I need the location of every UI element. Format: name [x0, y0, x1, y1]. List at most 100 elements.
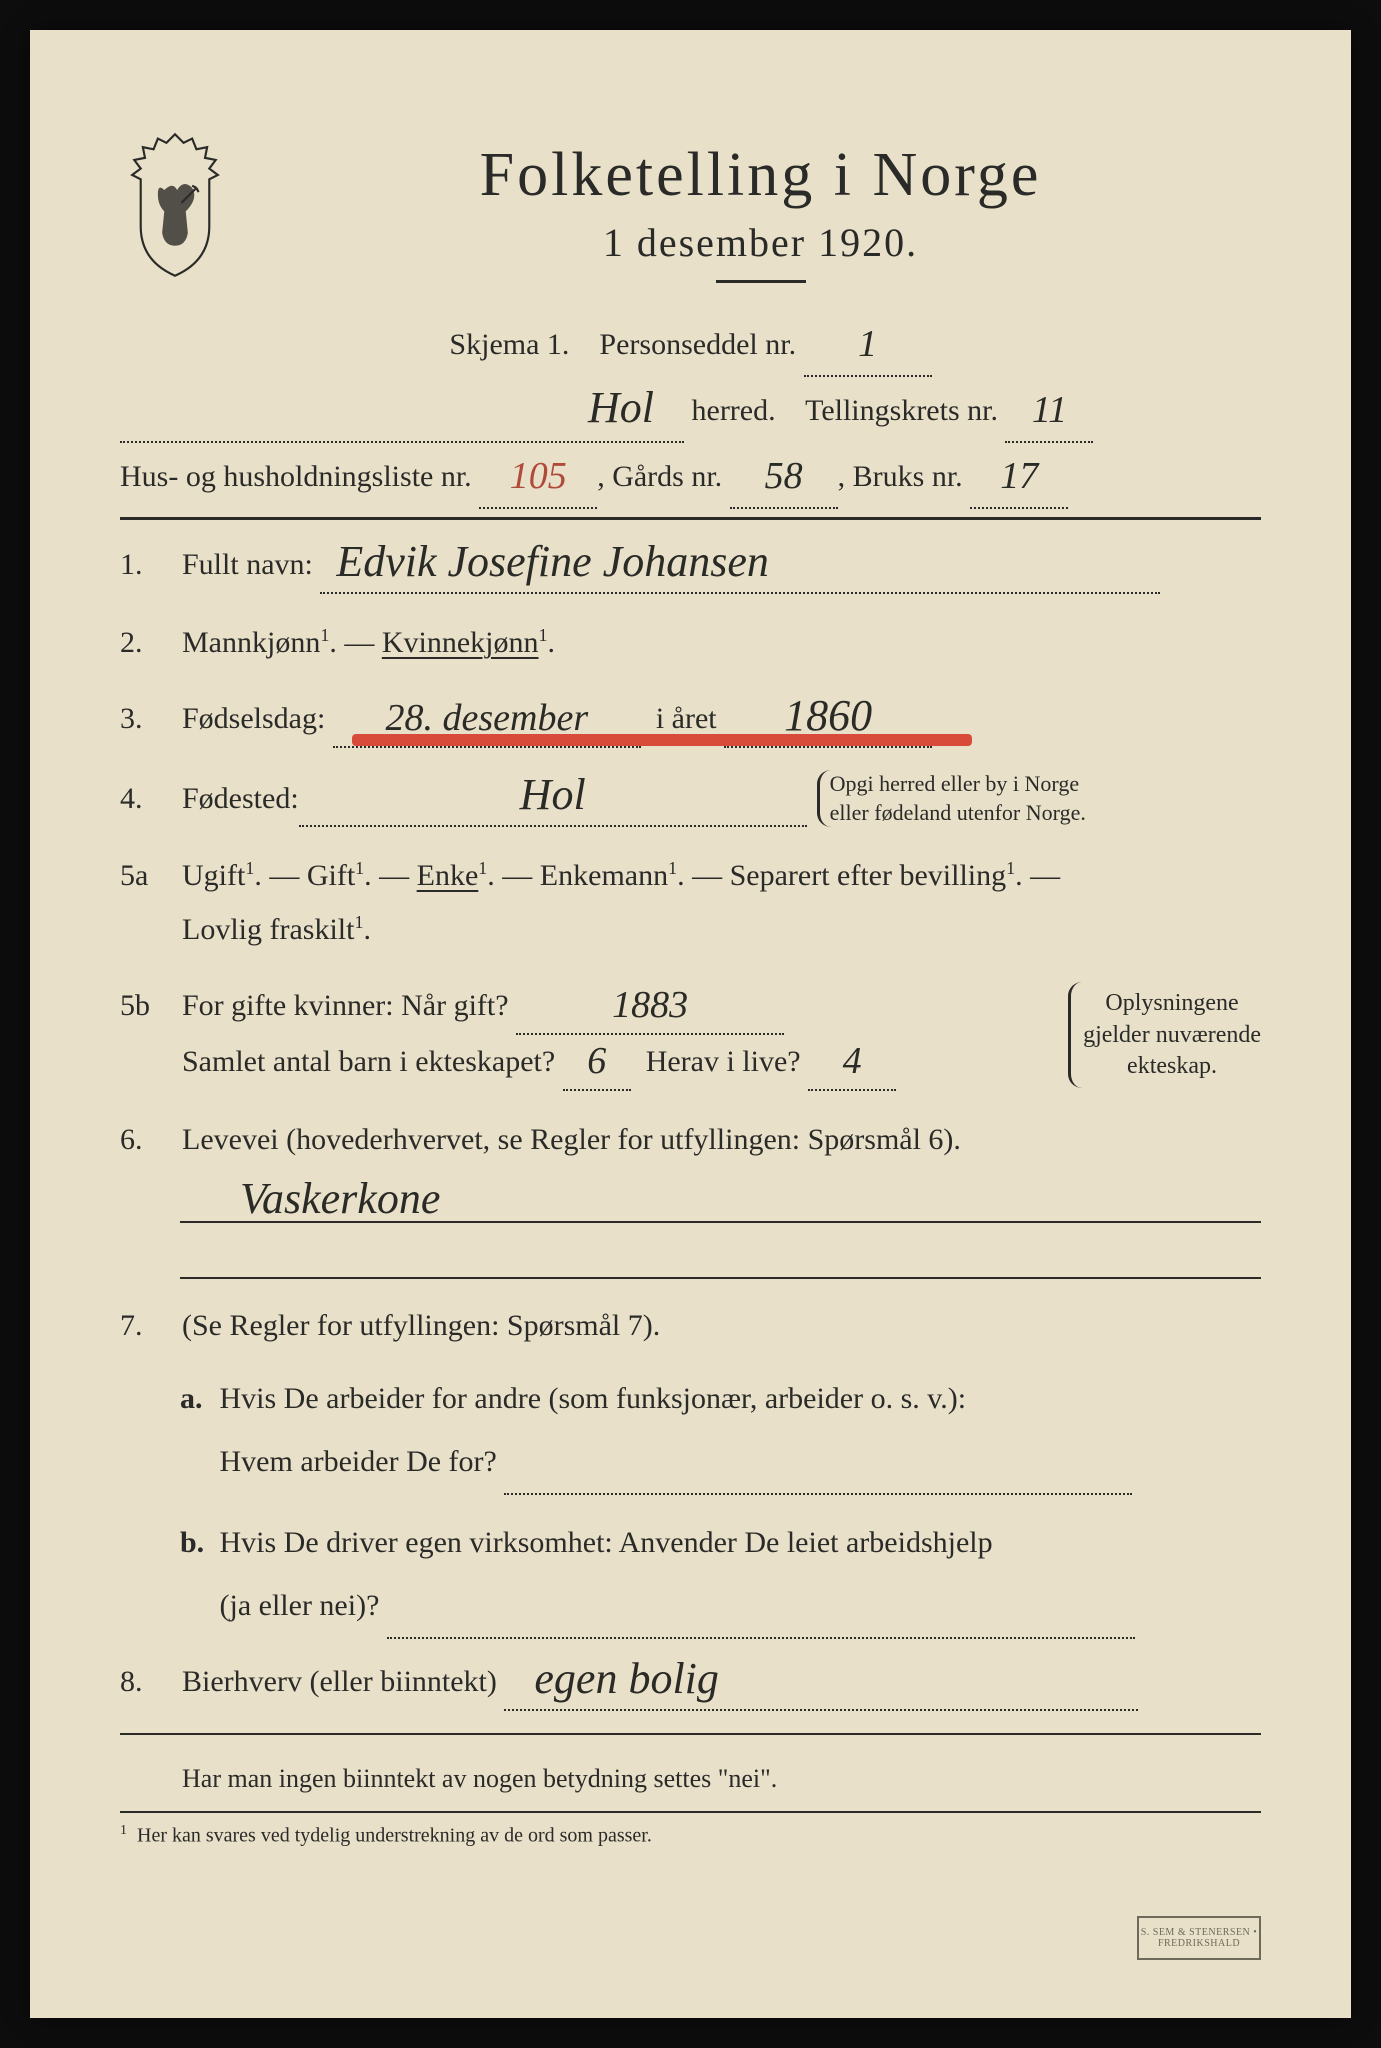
q7-num: 7. — [120, 1309, 164, 1343]
q5a-separert: Separert efter bevilling — [730, 859, 1007, 892]
tellingskrets-label: Tellingskrets nr. — [805, 394, 998, 427]
q2-num: 2. — [120, 626, 164, 660]
divider — [120, 517, 1261, 520]
printer-stamp: S. SEM & STENERSEN • FREDRIKSHALD — [1137, 1916, 1261, 1960]
red-underline — [352, 734, 972, 746]
q5a-enke: Enke — [417, 859, 479, 892]
q1-value: Edvik Josefine Johansen — [336, 537, 769, 586]
q2-k: Kvinnekjønn — [382, 626, 539, 659]
q5a: 5a Ugift1. — Gift1. — Enke1. — Enkemann1… — [120, 849, 1261, 957]
q5b: 5b For gifte kvinner: Når gift? 1883 Sam… — [120, 979, 1261, 1091]
meta-herred-line: Hol herred. Tellingskrets nr. 11 — [120, 381, 1261, 443]
footnote: 1 Her kan svares ved tydelig understrekn… — [120, 1823, 1261, 1848]
q7a-letter: a. — [180, 1367, 212, 1430]
q2-sup2: 1 — [538, 625, 547, 645]
q6-line1: Vaskerkone — [180, 1175, 1261, 1223]
herred-label: herred. — [692, 394, 776, 427]
q5b-note2: gjelder nuværende — [1083, 1022, 1261, 1048]
q5b-label2: Samlet antal barn i ekteskapet? — [182, 1045, 555, 1078]
q7a-text2: Hvem arbeider De for? — [220, 1445, 497, 1478]
q5b-note1: Oplysningene — [1105, 990, 1238, 1016]
q5b-note: Oplysningene gjelder nuværende ekteskap. — [1068, 982, 1261, 1088]
q2-m: Mannkjønn — [182, 626, 320, 659]
bruks-label: Bruks nr. — [853, 460, 963, 493]
husliste-label: Hus- og husholdningsliste nr. — [120, 460, 472, 493]
q1: 1. Fullt navn: Edvik Josefine Johansen — [120, 538, 1261, 594]
q8-value: egen bolig — [534, 1654, 719, 1703]
q5a-fraskilt: Lovlig fraskilt — [182, 913, 354, 946]
q2-dash: — — [344, 626, 382, 659]
husliste-value: 105 — [510, 455, 567, 497]
q3-year-label: i året — [656, 702, 717, 735]
q4-label: Fødested: — [182, 772, 299, 826]
q3-label: Fødselsdag: — [182, 702, 325, 735]
q4-num: 4. — [120, 782, 164, 816]
q7b-text2: (ja eller nei)? — [220, 1589, 380, 1622]
q7b-letter: b. — [180, 1511, 212, 1574]
q5b-total: 6 — [587, 1040, 606, 1082]
q8-num: 8. — [120, 1665, 164, 1699]
q7a-text1: Hvis De arbeider for andre (som funksjon… — [220, 1382, 967, 1415]
header: Folketelling i Norge 1 desember 1920. — [120, 130, 1261, 305]
title-rule — [716, 280, 806, 283]
q5b-num: 5b — [120, 989, 164, 1023]
q3-year: 1860 — [784, 691, 872, 740]
q5b-label1: For gifte kvinner: Når gift? — [182, 989, 509, 1022]
q6: 6. Levevei (hovederhvervet, se Regler fo… — [120, 1113, 1261, 1167]
q8-label: Bierhverv (eller biinntekt) — [182, 1665, 497, 1698]
stamp-text: S. SEM & STENERSEN • FREDRIKSHALD — [1139, 1927, 1259, 1949]
q5b-label3: Herav i live? — [646, 1045, 801, 1078]
q4: 4. Fødested: Hol Opgi herred eller by i … — [120, 770, 1261, 827]
personseddel-label: Personseddel nr. — [599, 328, 796, 361]
q5b-note3: ekteskap. — [1127, 1053, 1217, 1079]
q4-note: Opgi herred eller by i Norge eller fødel… — [817, 770, 1086, 827]
q5a-gift: Gift — [307, 859, 355, 892]
q7a: a. Hvis De arbeider for andre (som funks… — [120, 1367, 1261, 1495]
q7-label: (Se Regler for utfyllingen: Spørsmål 7). — [182, 1309, 660, 1342]
gards-value: 58 — [765, 455, 803, 497]
q7b: b. Hvis De driver egen virksomhet: Anven… — [120, 1511, 1261, 1639]
q6-num: 6. — [120, 1123, 164, 1157]
q5a-ugift: Ugift — [182, 859, 245, 892]
footnote-sup: 1 — [120, 1823, 127, 1838]
q5b-year: 1883 — [612, 984, 688, 1026]
bottom-note: Har man ingen biinntekt av nogen betydni… — [120, 1753, 1261, 1805]
q4-value: Hol — [520, 770, 586, 819]
q6-value: Vaskerkone — [240, 1174, 440, 1223]
q1-label: Fullt navn: — [182, 548, 313, 581]
q4-note1: Opgi herred eller by i Norge — [830, 771, 1079, 796]
gards-label: Gårds nr. — [612, 460, 722, 493]
q5a-enkemann: Enkemann — [540, 859, 668, 892]
bruks-value: 17 — [1000, 455, 1038, 497]
meta-schema-line: Skjema 1. Personseddel nr. 1 — [120, 315, 1261, 377]
paper-sheet: Folketelling i Norge 1 desember 1920. Sk… — [30, 30, 1351, 2018]
q2: 2. Mannkjønn1. — Kvinnekjønn1. — [120, 616, 1261, 670]
q3-num: 3. — [120, 702, 164, 736]
scan-frame: Folketelling i Norge 1 desember 1920. Sk… — [0, 0, 1381, 2048]
q5a-num: 5a — [120, 859, 164, 893]
q7b-text1: Hvis De driver egen virksomhet: Anvender… — [220, 1526, 993, 1559]
q7: 7. (Se Regler for utfyllingen: Spørsmål … — [120, 1299, 1261, 1353]
title-block: Folketelling i Norge 1 desember 1920. — [260, 130, 1261, 305]
q1-num: 1. — [120, 548, 164, 582]
subtitle: 1 desember 1920. — [260, 219, 1261, 266]
schema-label: Skjema 1. — [449, 328, 569, 361]
footnote-rule — [120, 1811, 1261, 1813]
main-title: Folketelling i Norge — [260, 140, 1261, 211]
q3-day: 28. desember — [386, 697, 589, 739]
q8: 8. Bierhverv (eller biinntekt) egen boli… — [120, 1655, 1261, 1711]
tellingskrets-value: 11 — [1032, 389, 1067, 431]
q6-label: Levevei (hovederhvervet, se Regler for u… — [182, 1123, 961, 1156]
divider-2 — [120, 1733, 1261, 1735]
q3: 3. Fødselsdag: 28. desember i året 1860 — [120, 692, 1261, 748]
herred-value: Hol — [588, 383, 654, 432]
q2-sup1: 1 — [320, 625, 329, 645]
meta-nr-line: Hus- og husholdningsliste nr. 105, Gårds… — [120, 447, 1261, 509]
q4-note2: eller fødeland utenfor Norge. — [830, 800, 1086, 825]
personseddel-value: 1 — [858, 323, 877, 365]
q6-line2 — [180, 1231, 1261, 1279]
footnote-text: Her kan svares ved tydelig understreknin… — [137, 1825, 652, 1847]
meta-block: Skjema 1. Personseddel nr. 1 Hol herred.… — [120, 315, 1261, 509]
q5b-alive: 4 — [843, 1040, 862, 1082]
coat-of-arms-icon — [120, 130, 230, 280]
